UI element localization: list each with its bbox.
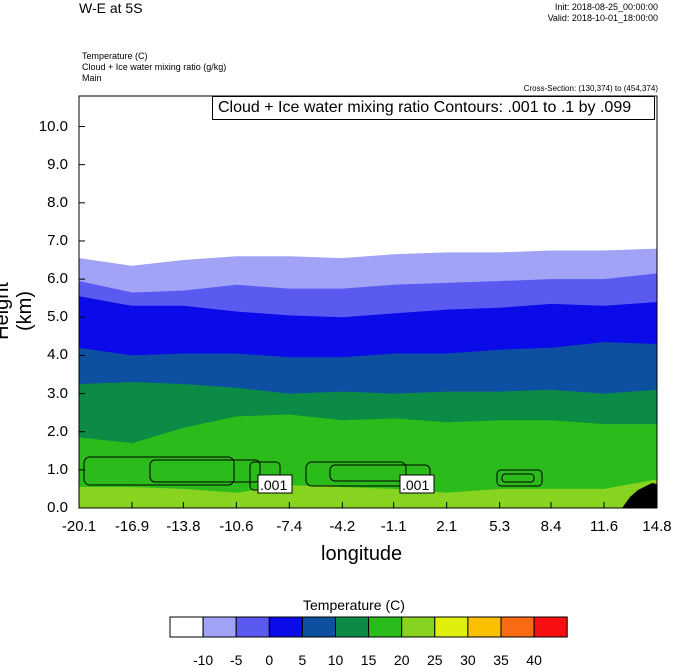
contour-label: .001	[260, 477, 287, 493]
x-axis-label: longitude	[321, 543, 403, 565]
y-tick-label: 0.0	[47, 499, 68, 516]
y-tick-label: 9.0	[47, 155, 68, 173]
fill-band-20	[79, 479, 657, 508]
y-tick-label: 8.0	[47, 193, 68, 211]
x-tick-label: 2.1	[436, 518, 458, 535]
x-tick-label: 11.6	[589, 518, 619, 535]
x-tick-label: 5.3	[489, 518, 511, 535]
field-label-cloud-ice: Cloud + Ice water mixing ratio (g/kg)	[82, 62, 227, 72]
temperature-fills	[79, 96, 657, 508]
x-tick-label: -20.1	[61, 518, 97, 535]
x-tick-label: -16.9	[114, 518, 150, 535]
x-tick-label: 8.4	[540, 518, 562, 535]
plot-title: W-E at 5S	[79, 0, 143, 16]
y-tick-label: 5.0	[47, 308, 68, 326]
x-tick-label: 14.8	[642, 518, 672, 535]
y-tick-label: 2.0	[47, 422, 68, 440]
y-tick-label: 3.0	[47, 384, 68, 402]
x-tick-label: -7.4	[276, 518, 303, 535]
contour-label: .001	[402, 477, 429, 493]
cross-section-label: Cross-Section: (130,374) to (454,374)	[523, 84, 658, 93]
terrain	[622, 483, 657, 508]
y-tick-label: 7.0	[47, 231, 68, 249]
x-tick-label: -4.2	[329, 518, 356, 535]
init-time: Init: 2018-08-25_00:00:00	[554, 2, 658, 12]
contour-info-text: Cloud + Ice water mixing ratio Contours:…	[218, 99, 632, 116]
y-tick-label: 4.0	[47, 346, 68, 364]
y-tick-label: 6.0	[47, 270, 68, 288]
contour-info-box: Cloud + Ice water mixing ratio Contours:…	[212, 96, 655, 120]
legend-title: Temperature (C)	[303, 597, 405, 613]
x-tick-label: -13.8	[166, 518, 201, 535]
y-tick-label: 10.0	[38, 117, 68, 135]
contour-label-box	[399, 474, 435, 494]
x-tick-label: -1.1	[380, 518, 407, 535]
field-label-temperature: Temperature (C)	[82, 51, 148, 61]
x-tick-label: -10.6	[219, 518, 254, 535]
y-tick-label: 1.0	[47, 460, 68, 478]
valid-time: Valid: 2018-10-01_18:00:00	[547, 13, 658, 23]
cloud-contours: .001 .001	[83, 456, 543, 494]
contour-label-box	[257, 474, 293, 494]
field-label-main: Main	[82, 73, 102, 83]
